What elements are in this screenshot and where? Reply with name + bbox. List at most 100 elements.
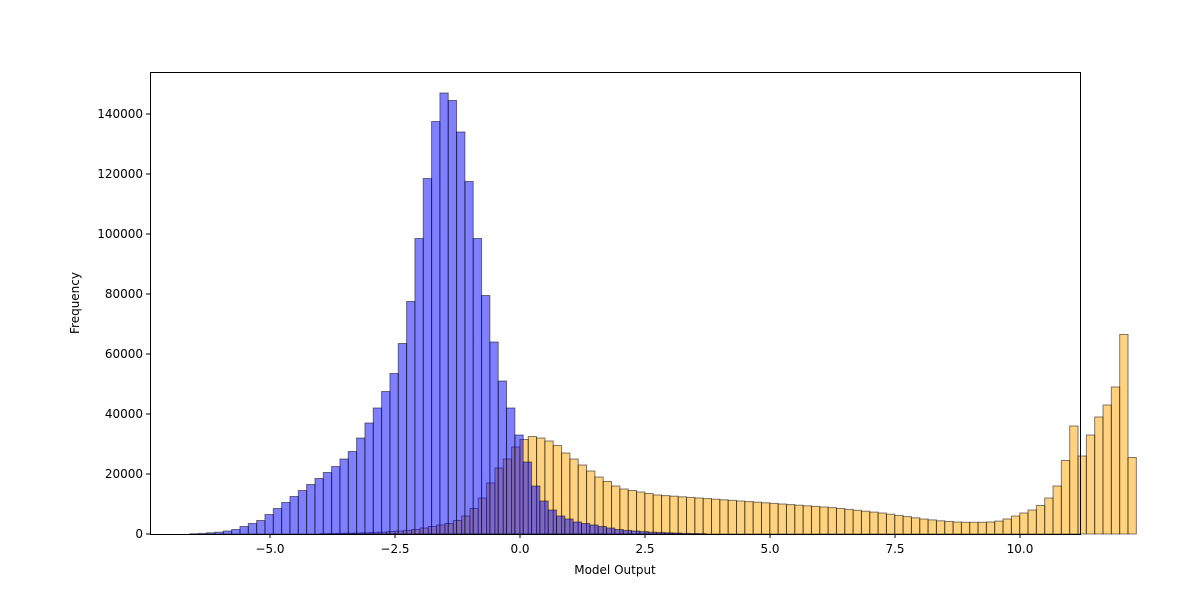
histogram-bar-series-2: [397, 343, 408, 535]
histogram-bar-series-1: [752, 501, 762, 535]
histogram-bar-series-1: [1110, 386, 1121, 535]
histogram-bar-series-1: [869, 511, 879, 535]
histogram-bar-series-2: [214, 531, 224, 535]
histogram-bar-series-2: [422, 178, 433, 535]
histogram-bar-series-1: [885, 513, 896, 535]
histogram-bar-series-1: [969, 521, 979, 535]
x-tick-label: −2.5: [380, 542, 409, 556]
histogram-bar-series-2: [322, 472, 333, 535]
histogram-bar-series-1: [652, 494, 663, 535]
histogram-bar-series-1: [1019, 512, 1029, 535]
histogram-bar-series-1: [636, 491, 646, 535]
histogram-bar-series-1: [619, 488, 629, 535]
histogram-bar-series-1: [794, 504, 804, 535]
histogram-bar-series-2: [655, 532, 666, 535]
y-tick-label: 120000: [97, 167, 143, 181]
x-tick-label: 0.0: [510, 542, 529, 556]
y-tick-label: 60000: [105, 347, 143, 361]
histogram-bar-series-1: [919, 518, 929, 535]
histogram-bar-series-1: [1085, 434, 1096, 535]
x-tick-label: 2.5: [635, 542, 654, 556]
histogram-bar-series-2: [314, 478, 324, 535]
histogram-bar-series-2: [239, 526, 249, 535]
histogram-bar-series-2: [597, 526, 607, 535]
histogram-bar-series-2: [256, 520, 266, 535]
histogram-bar-series-2: [439, 92, 449, 535]
histogram-bar-series-2: [639, 531, 649, 535]
histogram-bar-series-1: [994, 520, 1004, 535]
y-tick-label: 40000: [105, 407, 143, 421]
histogram-bar-series-1: [1044, 497, 1054, 535]
histogram-bar-series-2: [664, 532, 674, 535]
histogram-bar-series-2: [339, 458, 349, 535]
plot-frame: [150, 72, 1081, 535]
histogram-bar-series-2: [197, 532, 208, 535]
histogram-bar-series-2: [589, 524, 599, 535]
histogram-bar-series-2: [447, 100, 458, 535]
histogram-bar-series-2: [247, 523, 258, 535]
histogram-bar-series-1: [827, 507, 837, 535]
histogram-bar-series-2: [381, 391, 391, 535]
histogram-bar-series-1: [694, 497, 704, 535]
histogram-bar-series-1: [944, 520, 954, 535]
histogram-bar-series-1: [1077, 455, 1087, 535]
y-axis-label: Frequency: [68, 272, 82, 334]
histogram-bar-series-1: [952, 521, 962, 535]
histogram-bar-series-2: [456, 131, 466, 535]
histogram-bar-series-2: [680, 532, 691, 535]
histogram-bar-series-1: [677, 496, 688, 535]
x-axis-ticks: −5.0 −2.5 0.0 2.5 5.0 7.5 10.0: [255, 534, 1033, 556]
histogram-bar-series-2: [506, 407, 516, 535]
histogram-bar-series-2: [606, 527, 616, 535]
histogram-bar-series-1: [1035, 505, 1046, 535]
histogram-bar-series-1: [1127, 457, 1137, 535]
histogram-bar-series-2: [272, 508, 283, 535]
histogram-bar-series-2: [297, 490, 308, 535]
histogram-bar-series-2: [356, 437, 366, 535]
histogram-bar-series-1: [1027, 509, 1037, 535]
histogram-bar-series-1: [977, 521, 987, 535]
histogram-bar-series-1: [877, 512, 887, 535]
histogram-bar-series-2: [581, 523, 591, 535]
histogram-bar-series-1: [719, 499, 729, 535]
histogram-bar-series-1: [611, 485, 621, 535]
histogram-bar-series-1: [802, 505, 812, 535]
histogram-bar-series-2: [222, 530, 233, 535]
histogram-bar-series-1: [686, 496, 696, 535]
histogram-bar-series-2: [372, 407, 383, 535]
histogram-bar-series-2: [281, 502, 291, 535]
histogram-bar-series-2: [622, 529, 632, 535]
y-tick-label: 140000: [97, 107, 143, 121]
histogram-bar-series-1: [985, 521, 996, 535]
histogram-bar-series-2: [481, 295, 491, 535]
histogram-bar-series-2: [389, 373, 399, 535]
x-axis-label: Model Output: [574, 563, 656, 577]
histogram-bar-series-1: [902, 516, 912, 535]
histogram-bar-series-1: [1060, 460, 1071, 535]
histogram-bar-series-2: [514, 434, 524, 535]
histogram-bar-series-1: [960, 521, 971, 535]
histogram-bar-series-2: [231, 529, 241, 535]
histogram-bar-series-1: [744, 501, 754, 535]
histogram-bar-series-1: [935, 520, 946, 535]
histogram-bar-series-1: [736, 500, 746, 535]
histogram-bar-series-1: [835, 508, 846, 535]
histogram-bar-series-1: [1002, 518, 1012, 535]
y-axis-ticks: 0 20000 40000 60000 80000 100000 120000 140000: [97, 107, 150, 541]
histogram-bar-series-2: [206, 532, 216, 535]
histogram-bar-series-1: [819, 506, 829, 535]
histogram-bar-series-2: [289, 496, 299, 535]
histogram-bar-series-2: [630, 530, 641, 535]
histogram-bar-series-2: [306, 484, 316, 535]
histogram-bar-series-2: [489, 341, 499, 535]
x-tick-label: 7.5: [885, 542, 904, 556]
histogram-bar-series-2: [497, 380, 508, 535]
histogram-bar-series-1: [644, 493, 654, 535]
histogram-bar-series-2: [472, 238, 483, 535]
histogram-bar-series-1: [1094, 416, 1104, 535]
histogram-bar-series-2: [347, 451, 358, 535]
histogram-bar-series-1: [894, 514, 904, 535]
histogram-bar-series-1: [661, 495, 671, 535]
histogram-bar-series-1: [1052, 485, 1062, 535]
